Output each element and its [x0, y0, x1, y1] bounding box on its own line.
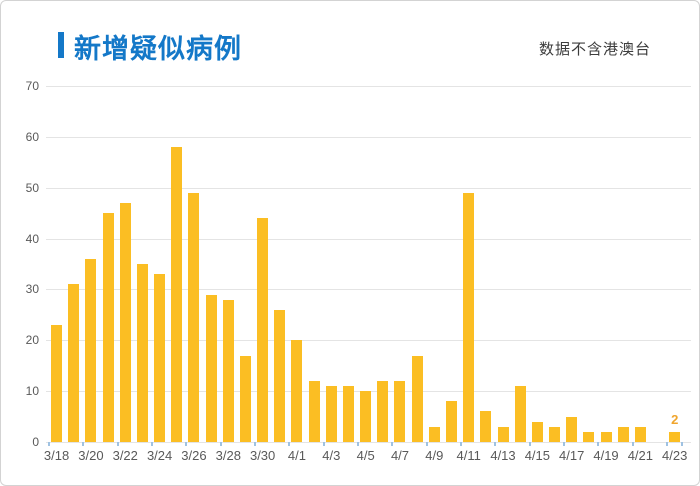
- x-axis-label: 3/22: [112, 448, 138, 463]
- chart-bar-4/4: [342, 386, 354, 442]
- x-axis-label: 4/23: [662, 448, 688, 463]
- x-axis-label: 4/11: [456, 448, 481, 463]
- x-axis-label: 4/9: [425, 448, 444, 463]
- x-axis-tick: [681, 442, 684, 446]
- chart-bar-3/19: [68, 284, 80, 442]
- y-axis-label: 60: [25, 129, 39, 144]
- chart-bar-4/15: [531, 422, 543, 442]
- x-axis-tick: [391, 442, 394, 446]
- gridline-y-60: [46, 136, 691, 138]
- chart-bar-4/2: [308, 381, 320, 442]
- x-axis-tick: [357, 442, 360, 446]
- chart-bar-3/29: [239, 356, 251, 442]
- chart-bar-4/8: [411, 356, 423, 442]
- x-axis-label: 4/7: [390, 448, 410, 463]
- x-axis-label: 3/30: [249, 448, 276, 463]
- chart-bar-4/10: [445, 401, 457, 442]
- chart-bar-3/24: [154, 274, 166, 442]
- chart-bar-3/22: [119, 203, 131, 442]
- gridline-y-50: [46, 187, 691, 189]
- x-axis-tick: [563, 442, 566, 446]
- x-axis-tick: [425, 442, 428, 446]
- x-axis-tick: [48, 442, 50, 446]
- chart-bar-4/23: [669, 432, 681, 442]
- x-axis-label: 4/17: [559, 448, 585, 463]
- x-axis-label: 4/3: [322, 448, 341, 463]
- y-axis-label: 50: [25, 180, 39, 195]
- x-axis-tick: [322, 442, 325, 446]
- x-axis-tick: [254, 442, 257, 446]
- chart-bar-3/21: [102, 213, 114, 442]
- x-axis-tick: [185, 442, 188, 446]
- chart-bar-4/19: [600, 432, 612, 442]
- x-axis-label: 3/26: [181, 448, 207, 463]
- chart-bar-4/13: [497, 427, 509, 442]
- y-axis-label: 0: [32, 435, 39, 449]
- chart-bar-4/9: [428, 427, 440, 442]
- y-axis-label: 20: [25, 333, 39, 348]
- x-axis-label: 3/24: [146, 448, 173, 463]
- chart-bar-4/21: [634, 427, 646, 442]
- x-axis-tick: [288, 442, 291, 446]
- chart-bar-3/30: [257, 218, 269, 442]
- chart-bar-3/18: [51, 325, 63, 442]
- chart-bar-3/28: [222, 300, 234, 442]
- chart-bar-4/1: [291, 340, 303, 442]
- x-axis-label: 3/20: [78, 448, 104, 463]
- y-axis-label: 70: [25, 79, 39, 93]
- chart-bar-4/12: [480, 411, 492, 442]
- chart-bar-3/20: [85, 259, 97, 442]
- x-axis-tick: [494, 442, 497, 446]
- x-axis-tick: [82, 442, 85, 446]
- last-bar-value-label: 2: [671, 412, 679, 427]
- x-axis-tick: [631, 442, 634, 446]
- x-axis-tick: [116, 442, 119, 446]
- chart-bar-3/25: [171, 147, 183, 442]
- chart-bar-4/18: [583, 432, 595, 442]
- x-axis-label: 3/28: [215, 448, 241, 463]
- chart-note: 数据不含港澳台: [538, 42, 651, 58]
- x-axis-label: 4/1: [287, 448, 306, 463]
- chart-bar-4/7: [394, 381, 406, 442]
- chart-bar-4/3: [325, 386, 337, 442]
- x-axis-tick: [597, 442, 600, 446]
- x-axis-tick: [460, 442, 463, 446]
- x-axis-label: 4/13: [490, 448, 516, 463]
- chart-bar-4/11: [463, 193, 475, 442]
- gridline-y-0: [46, 442, 691, 443]
- chart-bar-4/20: [617, 427, 629, 442]
- x-axis-label: 4/15: [524, 448, 550, 463]
- x-axis-tick: [151, 442, 154, 446]
- chart-bar-4/6: [377, 381, 389, 442]
- gridline-y-30: [46, 289, 691, 291]
- gridline-y-40: [46, 238, 691, 240]
- chart-bar-3/31: [274, 310, 286, 442]
- gridline-y-20: [46, 340, 691, 342]
- x-axis-label: 4/21: [627, 448, 654, 463]
- chart-title: 新增疑似病例: [74, 34, 242, 64]
- chart-bar-4/14: [514, 386, 526, 442]
- x-axis-label: 4/19: [593, 448, 619, 463]
- chart-bar-3/26: [188, 193, 200, 442]
- chart-bar-4/17: [566, 417, 578, 442]
- title-accent-bar: [58, 32, 64, 58]
- chart-bar-4/5: [360, 391, 372, 442]
- chart-bar-4/16: [549, 427, 560, 442]
- y-axis-label: 30: [25, 282, 39, 297]
- x-axis-tick: [666, 442, 669, 446]
- x-axis-tick: [528, 442, 531, 446]
- x-axis-tick: [219, 442, 222, 446]
- y-axis-label: 10: [25, 384, 39, 399]
- chart-bar-3/27: [205, 295, 217, 442]
- x-axis-label: 3/18: [43, 448, 70, 463]
- y-axis-label: 40: [25, 231, 39, 246]
- x-axis-label: 4/5: [356, 448, 375, 463]
- chart-bar-3/23: [136, 264, 148, 442]
- gridline-y-70: [46, 86, 691, 87]
